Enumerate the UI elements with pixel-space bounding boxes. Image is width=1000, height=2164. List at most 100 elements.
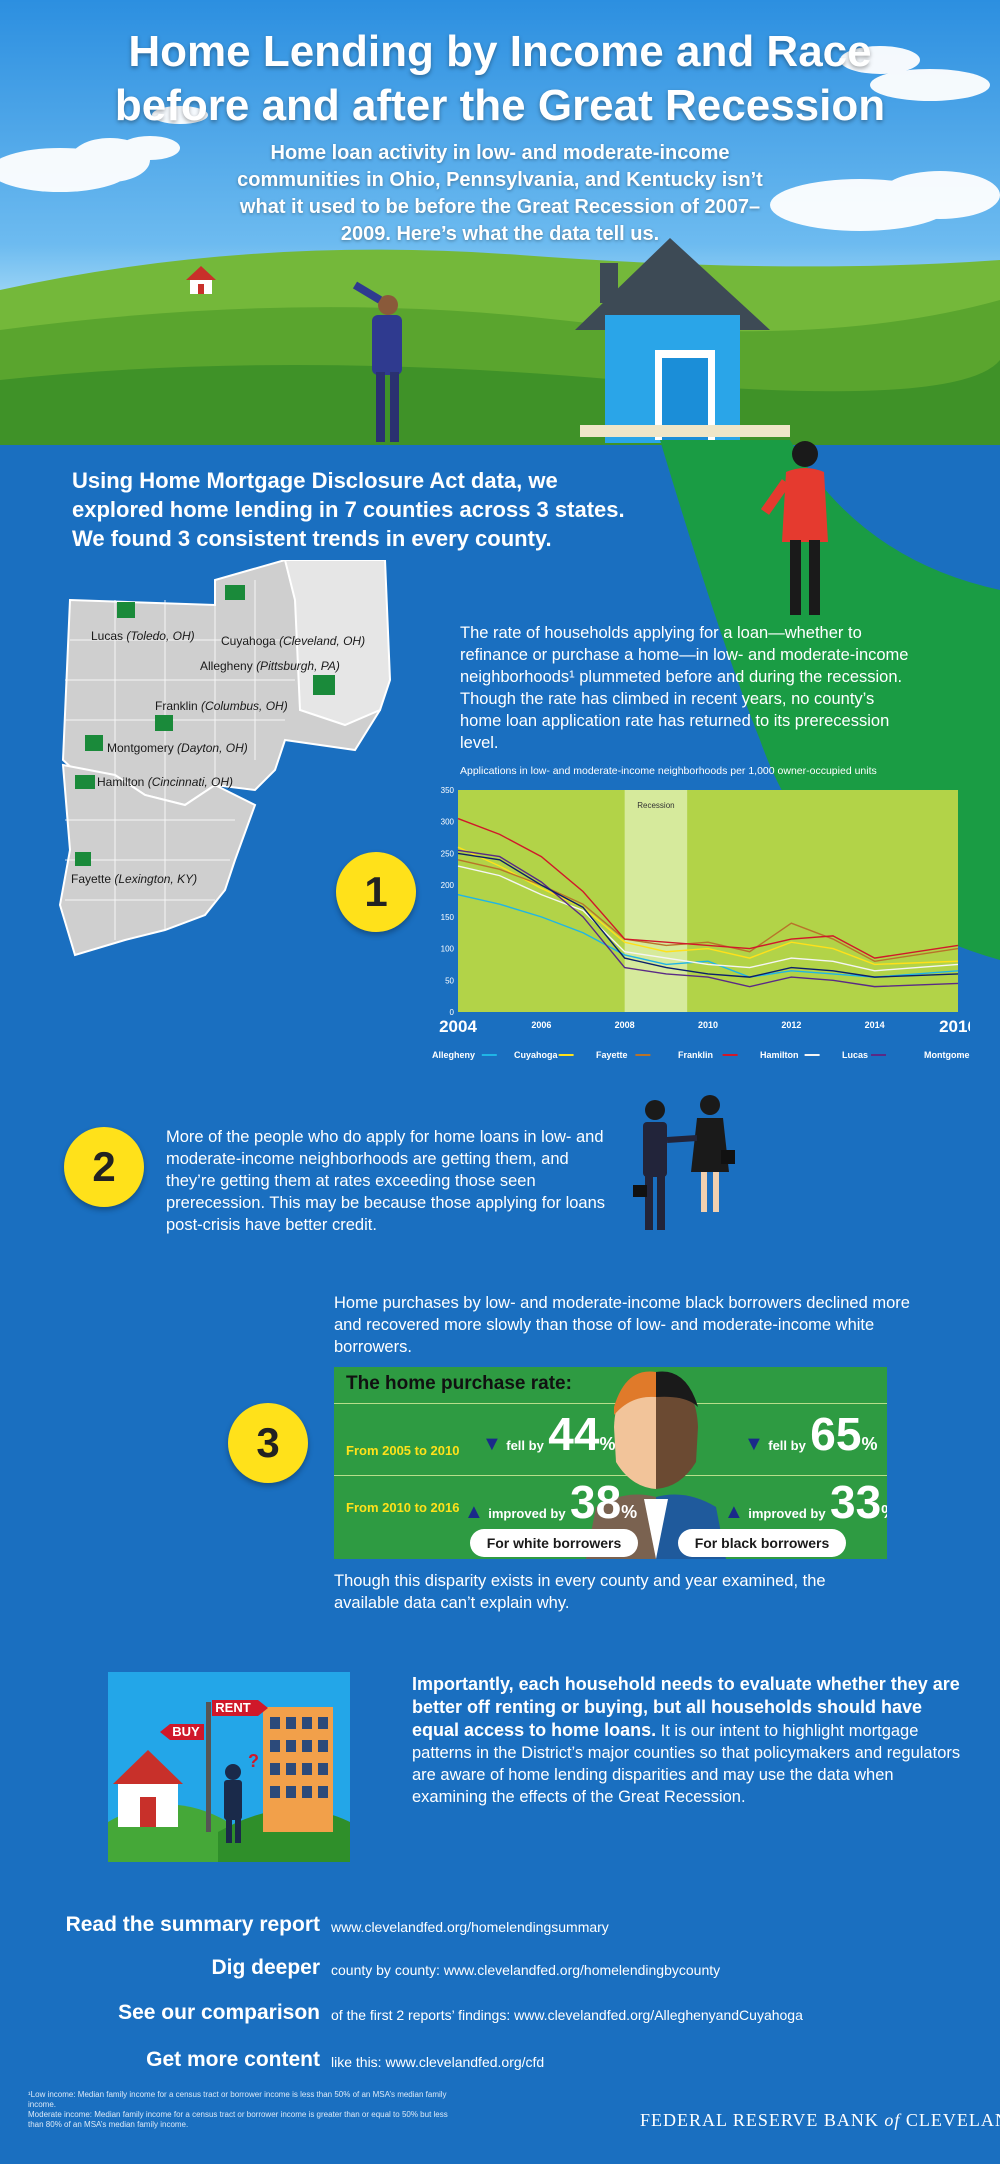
y-tick-label: 100 [441, 945, 455, 954]
black-fell-value: 65 [810, 1408, 862, 1460]
footnote-low-income: ¹Low income: Median family income for a … [28, 2090, 447, 2109]
arrow-down-icon: ▼ [482, 1433, 502, 1455]
arrow-up-icon: ▲ [464, 1501, 484, 1523]
person-with-telescope-icon [352, 281, 402, 442]
chart-title: Applications in low- and moderate-income… [460, 765, 877, 777]
white-fell-value: 44 [548, 1408, 600, 1460]
closing-body-text: It is our intent to highlight mortgage p… [412, 1722, 961, 1806]
resource-label-dig-deeper: Dig deeper [211, 1956, 320, 1979]
resource-link-cfd[interactable]: like this: www.clevelandfed.org/cfd [331, 2054, 545, 2070]
map-label-montgomery: Montgomery (Dayton, OH) [107, 741, 248, 755]
black-fell-stat: ▼ fell by 65% [744, 1407, 877, 1461]
trend-3-number: 3 [228, 1403, 308, 1483]
small-house-icon [186, 266, 216, 294]
map-label-hamilton: Hamilton (Cincinnati, OH) [97, 775, 233, 789]
x-tick-label: 2012 [781, 1020, 801, 1030]
resource-link-comparison[interactable]: of the first 2 reports’ findings: www.cl… [331, 2007, 803, 2023]
legend-label-lucas: Lucas [842, 1050, 868, 1060]
series-line-allegheny [457, 893, 959, 978]
footnotes: ¹Low income: Median family income for a … [28, 2090, 458, 2130]
rent-sign: RENT [215, 1700, 250, 1715]
chart-plot-area [458, 790, 958, 1012]
series-line-montgomery [457, 852, 959, 978]
woman-figure-icon [760, 441, 828, 615]
map-label-lucas: Lucas (Toledo, OH) [91, 629, 195, 643]
map-label-franklin: Franklin (Columbus, OH) [155, 699, 288, 713]
recession-label: Recession [637, 801, 674, 810]
trend-2-number: 2 [64, 1127, 144, 1207]
y-tick-label: 350 [441, 786, 455, 795]
series-line-franklin [457, 817, 959, 959]
buy-sign: BUY [172, 1724, 200, 1739]
arrow-up-icon: ▲ [724, 1501, 744, 1523]
map-label-fayette: Fayette (Lexington, KY) [71, 872, 197, 886]
row-label-2005-2010: From 2005 to 2010 [346, 1443, 460, 1458]
closing-text: Importantly, each household needs to eva… [412, 1673, 967, 1808]
hero-banner: Home Lending by Income and Race before a… [0, 0, 1000, 445]
white-fell-stat: ▼ fell by 44% [482, 1407, 615, 1461]
white-improved-value: 38 [570, 1476, 622, 1528]
y-tick-label: 0 [450, 1008, 455, 1017]
page-title: Home Lending by Income and Race before a… [0, 25, 1000, 133]
applications-line-chart: 0 50 100 150 200 250 300 350 Recession 2004 2006… [432, 786, 970, 1060]
fell-word: fell by [506, 1438, 544, 1453]
panel-title: The home purchase rate: [346, 1373, 572, 1394]
x-tick-label: 2016 [939, 1017, 970, 1036]
map-label-cuyahoga: Cuyahoga (Cleveland, OH) [221, 634, 365, 648]
y-tick-label: 300 [441, 818, 455, 827]
legend-label-hamilton: Hamilton [760, 1050, 799, 1060]
x-tick-label: 2010 [698, 1020, 718, 1030]
resource-label-comparison: See our comparison [118, 2001, 320, 2024]
resource-link-summary[interactable]: www.clevelandfed.org/homelendingsummary [331, 1919, 609, 1935]
white-improved-pct: % [621, 1502, 638, 1522]
house-icon [575, 238, 790, 443]
cloud-icons [0, 46, 1000, 231]
y-tick-label: 250 [441, 849, 455, 858]
series-line-lucas [457, 849, 959, 988]
y-tick-label: 200 [441, 881, 455, 890]
footnote-moderate-income: Moderate income: Median family income fo… [28, 2110, 448, 2129]
trend-3-intro: Home purchases by low- and moderate-inco… [334, 1294, 910, 1356]
black-borrowers-label: For black borrowers [678, 1529, 846, 1557]
legend-label-franklin: Franklin [678, 1050, 713, 1060]
home-purchase-rate-panel: The home purchase rate: From 2005 to 201… [334, 1367, 887, 1559]
black-improved-value: 33 [830, 1476, 882, 1528]
x-tick-label: 2008 [615, 1020, 635, 1030]
rent-or-buy-illustration: RENT BUY ? [108, 1672, 350, 1862]
black-improved-pct: % [881, 1502, 887, 1522]
x-tick-label: 2004 [439, 1017, 477, 1036]
x-tick-label: 2014 [865, 1020, 885, 1030]
black-fell-pct: % [861, 1434, 878, 1454]
trend-2-text: More of the people who do apply for home… [166, 1128, 606, 1234]
resource-label-more-content: Get more content [146, 2048, 320, 2071]
county-highlights [75, 585, 335, 866]
handshake-figures-icon [633, 1095, 735, 1230]
y-tick-label: 150 [441, 913, 455, 922]
white-improved-stat: ▲ improved by 38% [464, 1475, 637, 1529]
closing-bold-text: Importantly, each household needs to eva… [412, 1674, 960, 1740]
split-face-man-icon [586, 1371, 726, 1559]
fell-word: fell by [768, 1438, 806, 1453]
series-line-cuyahoga [457, 846, 959, 966]
legend-label-montgomery: Montgomery [924, 1050, 970, 1060]
trend-3-outro: Though this disparity exists in every co… [334, 1572, 826, 1612]
row-label-2010-2016: From 2010 to 2016 [346, 1500, 460, 1515]
question-mark-icon: ? [248, 1751, 259, 1771]
intro-text: Using Home Mortgage Disclosure Act data,… [72, 468, 625, 551]
resource-link-by-county[interactable]: county by county: www.clevelandfed.org/h… [331, 1962, 721, 1978]
y-tick-label: 50 [445, 976, 454, 985]
hero-illustration [0, 46, 1000, 445]
improved-word: improved by [748, 1506, 826, 1521]
federal-reserve-logo-text: FEDERAL RESERVE BANK of CLEVELAND [640, 2110, 1000, 2130]
title-line-1: Home Lending by Income and Race [128, 27, 872, 76]
trend-1-text: The rate of households applying for a lo… [460, 624, 909, 752]
map-label-allegheny: Allegheny (Pittsburgh, PA) [200, 659, 340, 673]
recession-band [624, 790, 688, 1012]
arrow-down-icon: ▼ [744, 1433, 764, 1455]
legend-label-fayette: Fayette [596, 1050, 628, 1060]
legend-label-cuyahoga: Cuyahoga [514, 1050, 559, 1060]
county-map: Lucas (Toledo, OH) Cuyahoga (Cleveland, … [58, 560, 392, 957]
black-improved-stat: ▲ improved by 33% [724, 1475, 887, 1529]
series-line-hamilton [457, 865, 959, 972]
resource-label-summary: Read the summary report [65, 1913, 320, 1936]
